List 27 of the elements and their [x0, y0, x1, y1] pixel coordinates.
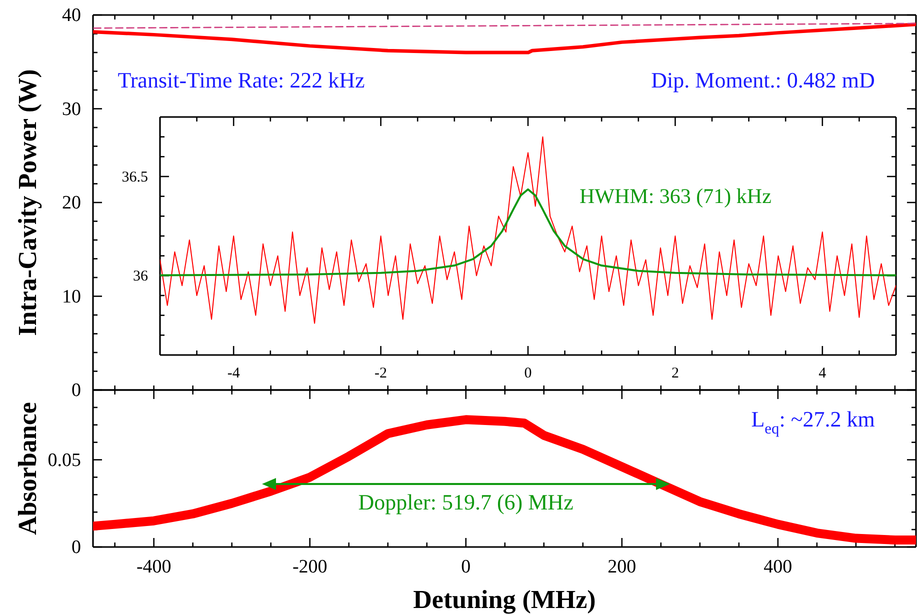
x-tick-label: 200	[608, 556, 636, 578]
x-tick-label: 2	[671, 366, 679, 382]
x-tick-label: -2	[374, 366, 388, 382]
y-tick-label: 36.5	[122, 169, 148, 186]
x-tick-label: -4	[227, 366, 240, 382]
y-tick-label: 30	[62, 98, 81, 120]
annotation: Transit-Time Rate: 222 kHz	[118, 68, 366, 93]
y-tick-label: 10	[62, 286, 81, 308]
annotation: HWHM: 363 (71) kHz	[580, 184, 772, 208]
y-tick-label: 20	[62, 192, 81, 214]
annotation: L$_{eq}$: ~27.2 km	[751, 406, 875, 438]
annotation: Dip. Moment.: 0.482 mD	[651, 68, 875, 93]
x-tick-label: 0	[524, 366, 532, 382]
x-tick-label: 0	[461, 556, 471, 578]
x-axis-title: Detuning (MHz)	[413, 585, 596, 614]
y-tick-label: 36	[133, 268, 148, 284]
y-tick-label: 0.05	[48, 450, 81, 471]
x-tick-label: -200	[292, 556, 328, 578]
y-tick-label: 0	[72, 380, 81, 402]
x-tick-label: 4	[818, 366, 827, 382]
y-axis-title: Absorbance	[13, 402, 42, 535]
y-axis-title: Intra-Cavity Power (W)	[13, 69, 42, 336]
x-tick-label: -400	[136, 556, 172, 578]
y-tick-label: 0	[72, 537, 81, 558]
annotation: Doppler: 519.7 (6) MHz	[358, 490, 574, 515]
y-tick-label: 40	[62, 5, 81, 26]
x-tick-label: 400	[764, 556, 792, 578]
